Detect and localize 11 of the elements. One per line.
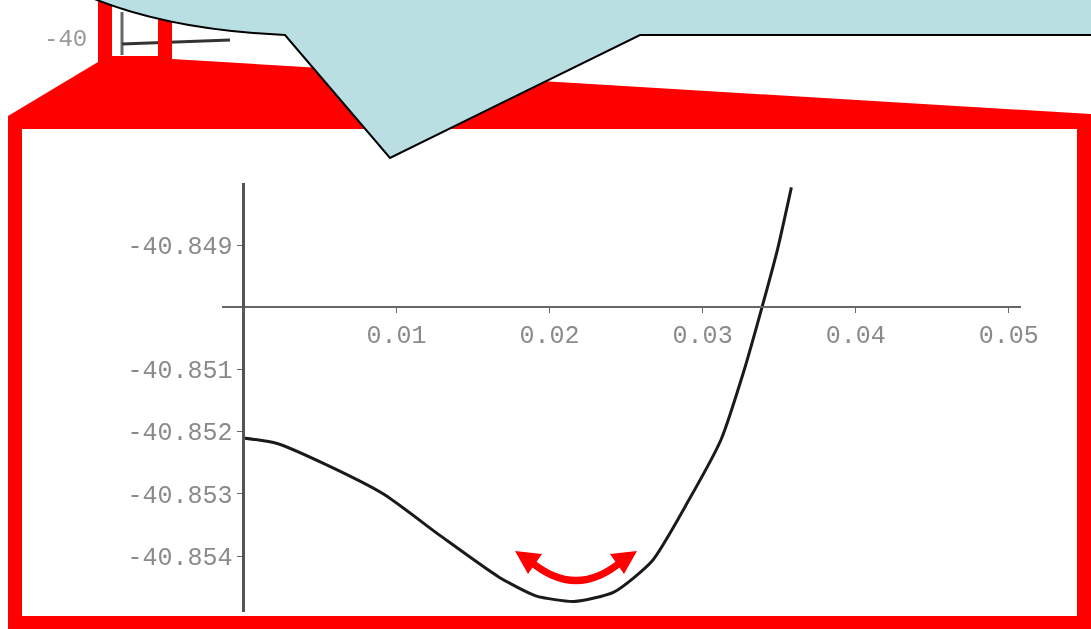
y-tick-label: -40.853 bbox=[127, 481, 233, 511]
x-tick-label: 0.01 bbox=[366, 322, 427, 352]
y-tick-label: -40.851 bbox=[127, 357, 233, 387]
y-tick-label: -40.849 bbox=[127, 232, 233, 262]
x-tick-label: 0.05 bbox=[978, 322, 1039, 352]
text: -40 bbox=[44, 26, 88, 53]
x-tick-label: 0.03 bbox=[672, 322, 733, 352]
x-tick-label: 0.04 bbox=[825, 322, 886, 352]
x-tick-label: 0.02 bbox=[519, 322, 580, 352]
y-tick-label: -40.854 bbox=[127, 543, 233, 573]
y-tick-label: -40.852 bbox=[127, 419, 233, 449]
